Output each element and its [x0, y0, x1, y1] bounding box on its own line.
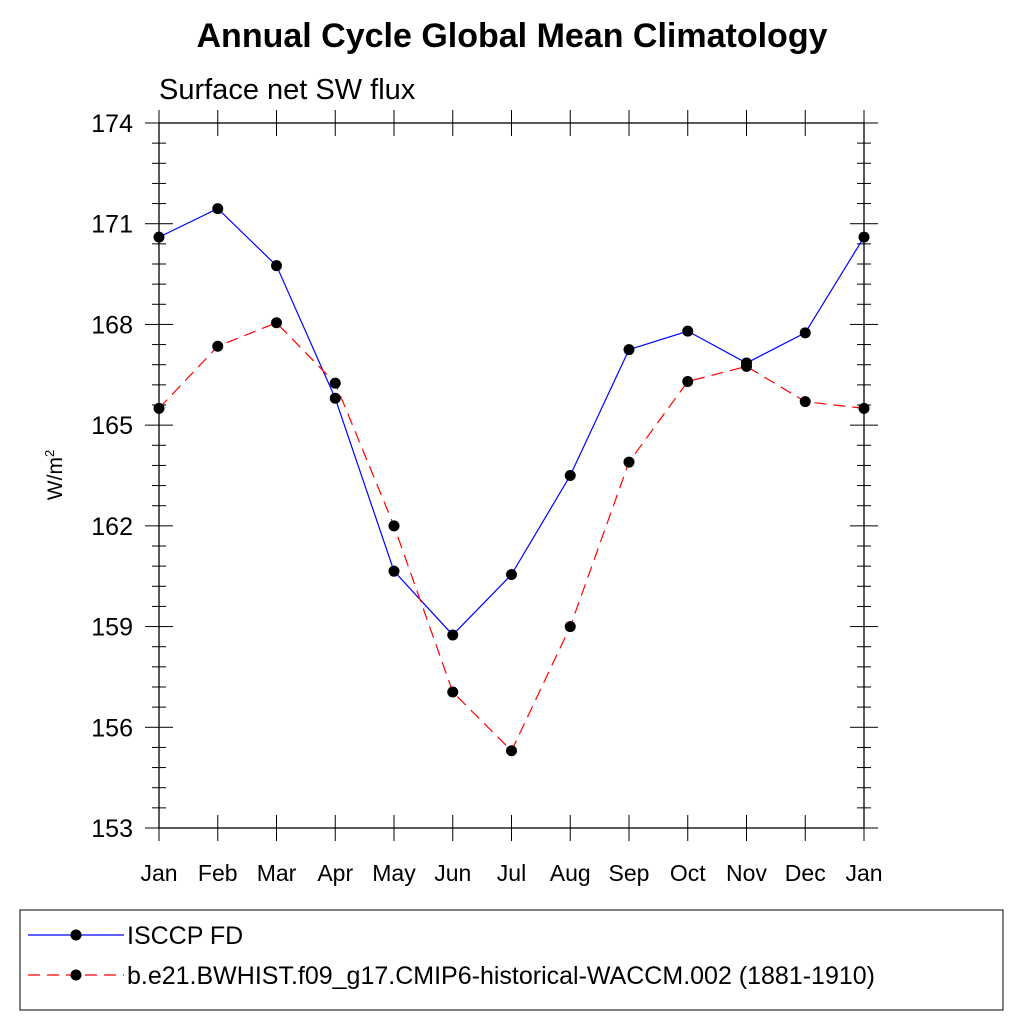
series-1-point: [858, 231, 870, 243]
series-2-point: [741, 360, 752, 372]
chart-title: Annual Cycle Global Mean Climatology: [197, 17, 828, 55]
x-tick-label: Dec: [785, 860, 826, 886]
x-axis-tick-labels: Jan Feb Mar Apr May Jun Jul Aug Sep Oct Nov Dec Jan: [140, 860, 882, 886]
y-axis-label-text: W/m: [44, 457, 67, 500]
x-tick-label: May: [372, 860, 416, 886]
legend-entry-2: b.e21.BWHIST.f09_g17.CMIP6-historical-WA…: [127, 962, 875, 990]
series-1-point: [564, 470, 576, 481]
y-tick-label: 165: [91, 412, 133, 440]
series-2-point: [153, 402, 165, 414]
series-2-point: [682, 376, 694, 387]
x-tick-label: Jan: [140, 860, 177, 886]
plot-frame: [158, 122, 865, 829]
series-2-point: [447, 686, 459, 698]
series-2-point: [799, 396, 811, 408]
legend-box: [19, 909, 1004, 1011]
x-tick-label: Mar: [257, 860, 297, 886]
x-tick-label: Jul: [497, 860, 526, 886]
series-1-point: [212, 203, 224, 215]
series-2-point: [623, 456, 635, 468]
y-axis-label: W/m2: [42, 450, 67, 500]
series-1-point: [799, 327, 811, 339]
series-group: [153, 203, 870, 757]
y-axis-tick-labels: 153 156 159 162 165 168 171 174: [91, 110, 133, 843]
series-2-point: [564, 621, 576, 633]
series-1-point: [329, 392, 341, 404]
axis-ticks: [145, 110, 878, 841]
series-1-point: [153, 231, 165, 243]
series-1-point: [506, 569, 517, 581]
x-tick-label: Aug: [550, 860, 591, 886]
x-tick-label: Nov: [726, 860, 767, 886]
y-tick-label: 156: [91, 714, 133, 742]
series-2-point: [271, 317, 282, 329]
x-tick-label: Feb: [198, 860, 238, 886]
chart-subtitle: Surface net SW flux: [159, 74, 416, 106]
series-1-point: [388, 565, 400, 577]
legend-marker-1: [70, 929, 82, 941]
series-1-point: [271, 260, 282, 272]
x-tick-label: Jun: [434, 860, 471, 886]
y-tick-label: 168: [91, 311, 133, 339]
series-2-point: [329, 377, 341, 389]
x-tick-label: Apr: [317, 860, 353, 886]
series-1-point: [447, 629, 459, 641]
y-tick-label: 171: [91, 211, 133, 239]
series-1-point: [682, 325, 694, 337]
series-1-point: [623, 344, 635, 356]
legend: ISCCP FD b.e21.BWHIST.f09_g17.CMIP6-histo…: [28, 922, 875, 990]
series-2-point: [858, 402, 870, 414]
x-tick-label: Sep: [609, 860, 650, 886]
x-tick-label: Oct: [670, 860, 706, 886]
y-tick-label: 174: [91, 110, 133, 138]
y-tick-label: 159: [91, 614, 133, 642]
legend-entry-1: ISCCP FD: [127, 922, 243, 950]
series-2-point: [506, 745, 517, 757]
legend-marker-2: [70, 969, 82, 981]
series-line-2: [158, 322, 865, 752]
x-tick-label: Jan: [845, 860, 882, 886]
y-axis-label-superscript: 2: [42, 450, 57, 457]
series-2-point: [212, 340, 224, 352]
y-tick-label: 153: [91, 815, 133, 843]
y-tick-label: 162: [91, 513, 133, 541]
series-2-point: [388, 520, 400, 532]
